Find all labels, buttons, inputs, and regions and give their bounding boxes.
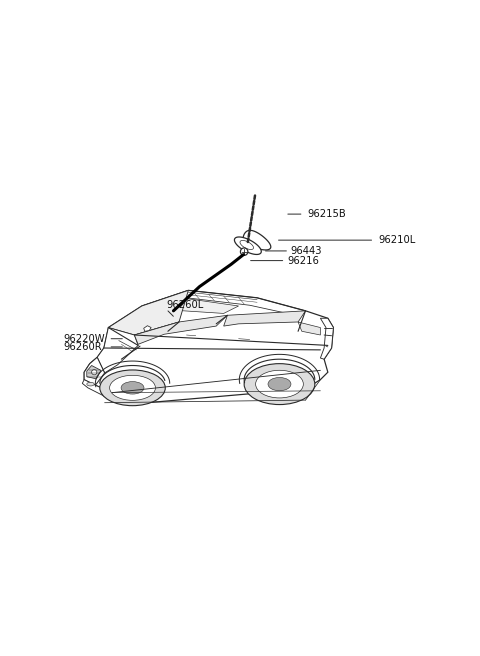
Polygon shape: [134, 322, 179, 338]
Polygon shape: [84, 358, 105, 385]
Text: 96215B: 96215B: [307, 209, 346, 219]
Polygon shape: [83, 380, 112, 398]
Ellipse shape: [256, 370, 303, 398]
Text: 96260L: 96260L: [166, 300, 203, 310]
Ellipse shape: [87, 382, 94, 386]
Polygon shape: [243, 230, 271, 250]
Polygon shape: [321, 318, 334, 359]
Polygon shape: [155, 298, 239, 314]
Ellipse shape: [100, 370, 165, 405]
Ellipse shape: [244, 363, 315, 405]
Text: 96216: 96216: [287, 256, 319, 266]
Polygon shape: [108, 291, 188, 335]
Polygon shape: [84, 291, 334, 404]
Text: 96210L: 96210L: [378, 235, 415, 245]
Polygon shape: [224, 311, 305, 326]
Circle shape: [240, 248, 248, 255]
Polygon shape: [298, 322, 321, 335]
Polygon shape: [97, 327, 138, 373]
Ellipse shape: [109, 375, 156, 400]
Polygon shape: [234, 237, 261, 255]
Ellipse shape: [268, 377, 291, 391]
Ellipse shape: [121, 382, 144, 394]
Text: 96220W: 96220W: [64, 334, 105, 344]
Polygon shape: [87, 365, 101, 379]
Polygon shape: [240, 241, 253, 249]
Text: 96443: 96443: [290, 246, 322, 256]
Polygon shape: [144, 325, 151, 331]
Circle shape: [92, 369, 97, 375]
Text: 96260R: 96260R: [64, 342, 102, 352]
Polygon shape: [134, 316, 228, 344]
